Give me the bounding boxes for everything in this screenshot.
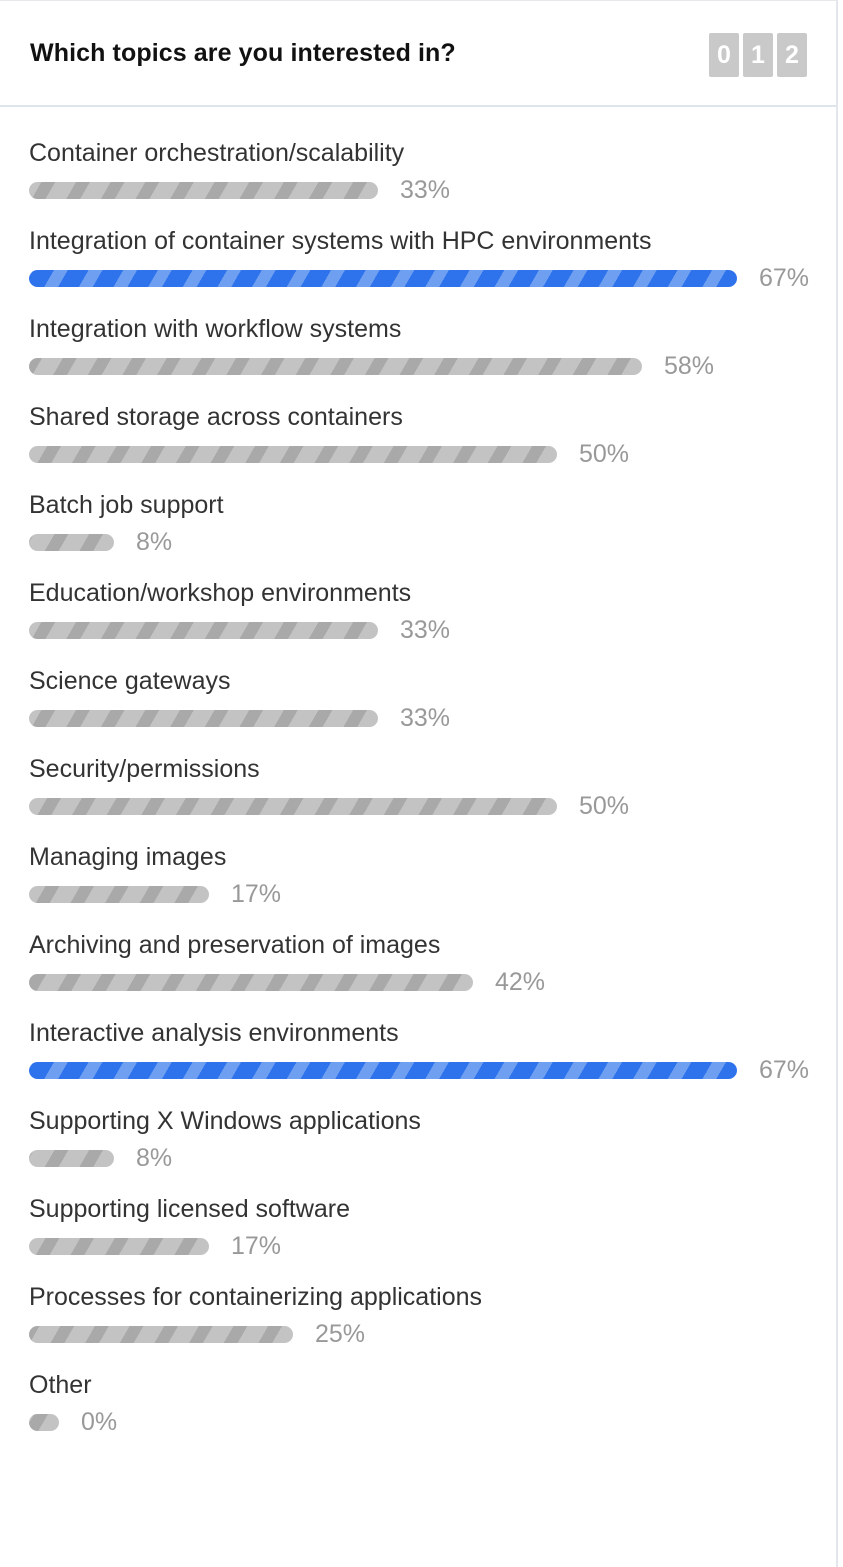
poll-option: Shared storage across containers 50% (29, 401, 829, 489)
poll-option-bar (29, 534, 114, 551)
poll-option: Supporting X Windows applications 8% (29, 1105, 829, 1193)
poll-option-bar (29, 446, 557, 463)
poll-options-list: Container orchestration/scalability 33% In… (29, 137, 829, 1457)
poll-option-bar (29, 710, 378, 727)
poll-option: Integration of container systems with HP… (29, 225, 829, 313)
poll-option-percent: 25% (315, 1320, 366, 1348)
poll-option-percent: 33% (400, 176, 451, 204)
poll-option-label: Container orchestration/scalability (29, 139, 405, 167)
poll-option: Interactive analysis environments 67% (29, 1017, 829, 1105)
counter-digit: 2 (777, 33, 807, 77)
poll-option-label: Archiving and preservation of images (29, 931, 441, 959)
poll-option-label: Managing images (29, 843, 227, 871)
poll-option-bar-row: 67% (29, 1055, 829, 1085)
poll-option-bar (29, 1062, 737, 1079)
poll-option: Other 0% (29, 1369, 829, 1457)
poll-option-percent: 17% (231, 880, 282, 908)
poll-option-bar-row: 17% (29, 879, 829, 909)
poll-option-bar (29, 798, 557, 815)
poll-option-bar-row: 33% (29, 703, 829, 733)
poll-option-bar-row: 58% (29, 351, 829, 381)
response-counter: 0 1 2 (709, 33, 807, 77)
poll-option-label: Interactive analysis environments (29, 1019, 399, 1047)
poll-option-percent: 17% (231, 1232, 282, 1260)
poll-option-percent: 50% (579, 792, 630, 820)
poll-option-bar-row: 8% (29, 527, 829, 557)
poll-option-bar-row: 50% (29, 791, 829, 821)
poll-option-bar (29, 1150, 114, 1167)
poll-option-percent: 42% (495, 968, 546, 996)
poll-option-bar-row: 8% (29, 1143, 829, 1173)
poll-option-bar-row: 42% (29, 967, 829, 997)
poll-option-label: Integration of container systems with HP… (29, 227, 652, 255)
poll-option-bar-row: 0% (29, 1407, 829, 1437)
poll-option-bar (29, 1326, 293, 1343)
poll-option: Security/permissions 50% (29, 753, 829, 841)
poll-question-title: Which topics are you interested in? (30, 39, 456, 67)
poll-option-bar (29, 182, 378, 199)
counter-digit: 1 (743, 33, 773, 77)
poll-option-percent: 50% (579, 440, 630, 468)
poll-option: Managing images 17% (29, 841, 829, 929)
poll-option-bar (29, 974, 473, 991)
poll-option-bar (29, 1238, 209, 1255)
poll-option-percent: 67% (759, 1056, 810, 1084)
poll-option-bar (29, 270, 737, 287)
poll-option-bar-row: 33% (29, 615, 829, 645)
poll-option-label: Science gateways (29, 667, 231, 695)
poll-option-percent: 0% (81, 1408, 118, 1436)
poll-option: Processes for containerizing application… (29, 1281, 829, 1369)
poll-option-bar-row: 67% (29, 263, 829, 293)
poll-option-label: Processes for containerizing application… (29, 1283, 483, 1311)
poll-option-label: Integration with workflow systems (29, 315, 402, 343)
poll-option-label: Supporting licensed software (29, 1195, 351, 1223)
poll-option: Archiving and preservation of images 42% (29, 929, 829, 1017)
poll-option: Education/workshop environments 33% (29, 577, 829, 665)
poll-option: Container orchestration/scalability 33% (29, 137, 829, 225)
poll-header: Which topics are you interested in? 0 1 … (0, 1, 836, 107)
poll-option-percent: 58% (664, 352, 715, 380)
poll-option: Batch job support 8% (29, 489, 829, 577)
poll-option-bar-row: 33% (29, 175, 829, 205)
poll-option-bar (29, 622, 378, 639)
poll-option-percent: 67% (759, 264, 810, 292)
poll-option-label: Batch job support (29, 491, 224, 519)
poll-option-label: Security/permissions (29, 755, 260, 783)
poll-option-label: Other (29, 1371, 92, 1399)
poll-option-percent: 33% (400, 704, 451, 732)
poll-option-percent: 8% (136, 528, 173, 556)
poll-option-label: Education/workshop environments (29, 579, 412, 607)
poll-option-label: Supporting X Windows applications (29, 1107, 421, 1135)
poll-option: Supporting licensed software 17% (29, 1193, 829, 1281)
poll-option-bar-row: 25% (29, 1319, 829, 1349)
poll-option: Integration with workflow systems 58% (29, 313, 829, 401)
poll-option-bar (29, 886, 209, 903)
poll-option-bar (29, 358, 642, 375)
poll-option-percent: 33% (400, 616, 451, 644)
poll-option: Science gateways 33% (29, 665, 829, 753)
poll-option-percent: 8% (136, 1144, 173, 1172)
poll-option-bar-row: 50% (29, 439, 829, 469)
poll-option-bar (29, 1414, 59, 1431)
counter-digit: 0 (709, 33, 739, 77)
poll-option-bar-row: 17% (29, 1231, 829, 1261)
poll-option-label: Shared storage across containers (29, 403, 403, 431)
